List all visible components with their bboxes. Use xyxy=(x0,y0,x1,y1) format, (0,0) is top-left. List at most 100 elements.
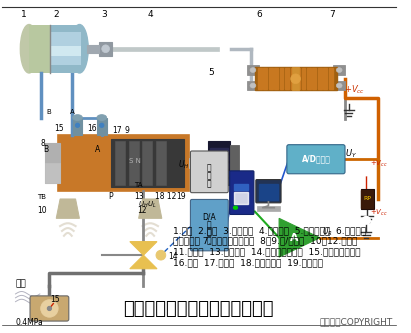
Polygon shape xyxy=(130,255,157,269)
Text: B: B xyxy=(46,109,51,115)
Text: A/D转换器: A/D转换器 xyxy=(302,155,330,164)
Text: 8: 8 xyxy=(41,139,46,148)
Bar xyxy=(115,141,125,185)
Text: 15: 15 xyxy=(54,124,64,133)
Bar xyxy=(210,178,228,183)
Bar xyxy=(258,68,262,90)
Bar xyxy=(291,68,294,90)
Bar xyxy=(274,68,278,90)
Ellipse shape xyxy=(233,206,238,209)
Ellipse shape xyxy=(73,115,82,121)
Text: 东方仿真COPYRIGHT: 东方仿真COPYRIGHT xyxy=(320,318,393,327)
Text: 18 12: 18 12 xyxy=(155,192,176,201)
Text: 2: 2 xyxy=(53,10,59,19)
Bar xyxy=(233,184,248,190)
Text: 14: 14 xyxy=(169,252,178,261)
FancyBboxPatch shape xyxy=(287,145,345,174)
Text: 转: 转 xyxy=(207,221,212,230)
Text: 4: 4 xyxy=(147,10,153,19)
Bar xyxy=(99,42,113,56)
Text: 17: 17 xyxy=(113,126,122,135)
Text: $U_Y$: $U_Y$ xyxy=(345,147,357,160)
Text: 位器传感器 7.滑动触点（电刷）  8、9.进/出气孔  10、12.消音器: 位器传感器 7.滑动触点（电刷） 8、9.进/出气孔 10、12.消音器 xyxy=(173,237,357,246)
Bar xyxy=(210,156,228,160)
Ellipse shape xyxy=(41,300,58,317)
Bar xyxy=(113,47,219,51)
Bar xyxy=(156,141,166,185)
Text: B: B xyxy=(44,146,49,155)
Text: D/A: D/A xyxy=(203,213,216,222)
Bar xyxy=(29,25,79,73)
Ellipse shape xyxy=(250,83,256,88)
Ellipse shape xyxy=(48,307,51,310)
Bar xyxy=(129,141,139,185)
Bar xyxy=(323,68,327,90)
Text: 6: 6 xyxy=(257,10,263,19)
Text: +$V_{cc}$: +$V_{cc}$ xyxy=(370,159,388,169)
Bar xyxy=(362,190,373,208)
Bar xyxy=(329,68,333,90)
Text: $U_H$$U_L$: $U_H$$U_L$ xyxy=(138,200,156,210)
Bar xyxy=(58,135,189,191)
Ellipse shape xyxy=(21,25,38,73)
Bar xyxy=(285,68,289,90)
Text: 19: 19 xyxy=(176,192,186,201)
Ellipse shape xyxy=(97,115,106,121)
FancyBboxPatch shape xyxy=(256,179,281,203)
Bar xyxy=(210,171,228,176)
Text: $U_R$: $U_R$ xyxy=(322,226,332,238)
Text: 10: 10 xyxy=(37,205,46,214)
Ellipse shape xyxy=(336,83,342,88)
Text: $U_H$: $U_H$ xyxy=(178,159,190,171)
Text: 换: 换 xyxy=(207,228,212,237)
Ellipse shape xyxy=(102,45,109,53)
Text: +$V_{cc}$: +$V_{cc}$ xyxy=(344,83,365,96)
Bar xyxy=(292,67,300,91)
Text: 3: 3 xyxy=(101,10,106,19)
Text: 16: 16 xyxy=(87,124,97,133)
Bar xyxy=(189,158,208,168)
Text: A: A xyxy=(70,109,74,115)
Text: 11.进气孔  13.电磁线圈  14.电动比例调节阀  15.气源处理三联件: 11.进气孔 13.电磁线圈 14.电动比例调节阀 15.气源处理三联件 xyxy=(173,247,360,256)
Text: 7: 7 xyxy=(330,10,335,19)
Bar xyxy=(247,65,259,75)
Bar xyxy=(111,139,184,187)
Ellipse shape xyxy=(71,25,88,73)
Text: P: P xyxy=(109,192,113,201)
Text: 12: 12 xyxy=(138,205,147,214)
Text: S N: S N xyxy=(129,158,141,164)
Text: TB: TB xyxy=(37,194,46,200)
Text: A: A xyxy=(290,233,299,243)
Polygon shape xyxy=(139,199,162,218)
Polygon shape xyxy=(279,218,320,257)
Text: 气源: 气源 xyxy=(16,279,26,288)
Ellipse shape xyxy=(250,68,256,73)
Text: 9: 9 xyxy=(124,126,129,135)
Bar xyxy=(44,163,60,183)
FancyBboxPatch shape xyxy=(190,199,228,251)
Text: 13: 13 xyxy=(134,192,143,201)
Bar xyxy=(29,25,79,73)
Bar xyxy=(333,65,345,75)
Bar xyxy=(247,81,259,91)
Ellipse shape xyxy=(100,123,104,127)
Text: 1.气缸  2.活塞  3.直线轴承  4.气缸推杆  5.电位器滑杆  6.直滑式电: 1.气缸 2.活塞 3.直线轴承 4.气缸推杆 5.电位器滑杆 6.直滑式电 xyxy=(173,226,366,235)
FancyBboxPatch shape xyxy=(230,171,254,214)
FancyBboxPatch shape xyxy=(190,151,228,193)
Bar xyxy=(255,67,337,91)
Text: +$V_{cc}$: +$V_{cc}$ xyxy=(370,207,388,218)
Bar xyxy=(143,141,152,185)
Ellipse shape xyxy=(363,216,370,224)
Bar xyxy=(233,192,248,204)
Bar xyxy=(302,68,305,90)
Text: 驱: 驱 xyxy=(207,164,212,172)
Text: 1: 1 xyxy=(21,10,27,19)
Bar xyxy=(307,68,311,90)
Bar xyxy=(210,163,228,168)
Ellipse shape xyxy=(291,74,300,84)
Bar xyxy=(269,68,272,90)
Text: 动: 动 xyxy=(207,171,212,180)
Bar xyxy=(97,118,106,135)
Polygon shape xyxy=(130,242,157,255)
Ellipse shape xyxy=(156,250,166,260)
